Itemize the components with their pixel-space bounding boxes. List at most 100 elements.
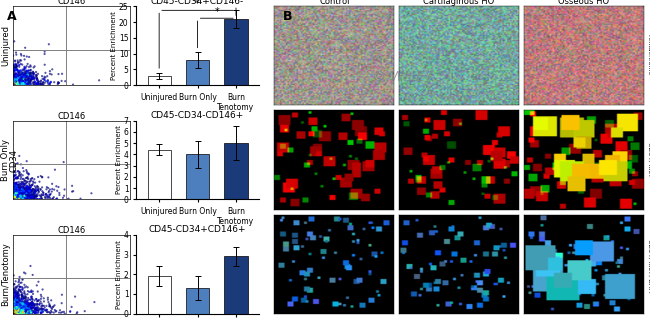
Point (12, 187, 23, 192)
Point (25, 308, 36, 313)
Point (21, 75, 31, 80)
Point (18, 309, 28, 315)
Point (10, 65, 20, 70)
Point (31, 192, 41, 197)
Point (8, 309, 19, 314)
Point (30, 80, 40, 85)
Point (17, 299, 27, 304)
Point (16, 195, 26, 200)
Point (10, 190, 21, 196)
Point (11, 196, 21, 201)
Point (18, 308, 28, 313)
Point (9, 194, 20, 199)
Point (26, 193, 36, 198)
Point (10, 72, 20, 77)
Point (8, 195, 19, 200)
Point (10, 67, 21, 72)
Point (36, 310, 47, 315)
Title: CD45-CD34+CD146+: CD45-CD34+CD146+ (149, 225, 246, 234)
Point (34, 81, 44, 86)
Point (9, 80, 20, 85)
Point (14, 72, 25, 77)
Point (18, 196, 29, 201)
Point (26, 73, 36, 78)
Point (47, 305, 58, 310)
Point (14, 82, 24, 87)
Point (29, 194, 40, 199)
Point (12, 77, 22, 82)
Point (10, 310, 21, 315)
Point (31, 72, 41, 77)
Point (28, 192, 38, 197)
Point (13, 309, 23, 315)
Point (25, 195, 35, 200)
Point (18, 192, 29, 197)
Point (46, 80, 57, 85)
Point (33, 82, 44, 87)
Point (23, 172, 34, 177)
Point (67, 189, 77, 194)
Point (14, 189, 25, 194)
Point (19, 190, 29, 195)
Point (8, 196, 19, 201)
Point (27, 75, 38, 80)
Point (14, 77, 24, 83)
Point (20, 187, 30, 192)
Point (11, 309, 21, 315)
Point (14, 311, 24, 316)
Point (11, 78, 21, 83)
Point (13, 304, 23, 309)
Point (27, 294, 37, 299)
Point (31, 305, 42, 310)
Point (23, 188, 33, 193)
Point (20, 78, 31, 83)
Point (27, 308, 37, 313)
Point (8, 306, 18, 311)
Point (31, 193, 42, 198)
Point (36, 306, 47, 311)
Point (9, 80, 20, 85)
Point (12, 195, 23, 200)
Point (8, 82, 18, 87)
Point (29, 192, 40, 197)
Point (36, 308, 47, 313)
Point (22, 184, 32, 189)
Bar (224, 19, 248, 85)
Point (24, 303, 34, 308)
Point (10, 195, 21, 200)
Point (10, 195, 20, 200)
Point (20, 304, 31, 309)
Point (17, 193, 27, 198)
Point (36, 193, 47, 198)
Point (12, 73, 22, 78)
Point (13, 187, 23, 192)
Point (10, 173, 20, 178)
Point (12, 302, 22, 308)
Point (60, 311, 70, 316)
Point (53, 81, 63, 86)
Point (43, 185, 53, 190)
Point (9, 190, 20, 196)
Point (27, 187, 37, 192)
Point (20, 305, 30, 310)
Point (16, 72, 27, 77)
Point (39, 303, 49, 308)
Point (11, 309, 21, 314)
Point (70, 294, 81, 299)
Point (16, 81, 27, 86)
Point (12, 296, 22, 301)
Point (17, 189, 27, 194)
Point (11, 52, 21, 57)
Point (13, 81, 23, 86)
Point (10, 310, 20, 316)
Point (32, 299, 42, 304)
Point (10, 310, 20, 315)
Point (28, 300, 38, 305)
Point (26, 294, 36, 299)
Point (24, 193, 34, 198)
Point (24, 311, 34, 316)
Point (13, 82, 23, 87)
Point (12, 187, 22, 192)
Point (13, 183, 23, 188)
Point (16, 187, 27, 192)
